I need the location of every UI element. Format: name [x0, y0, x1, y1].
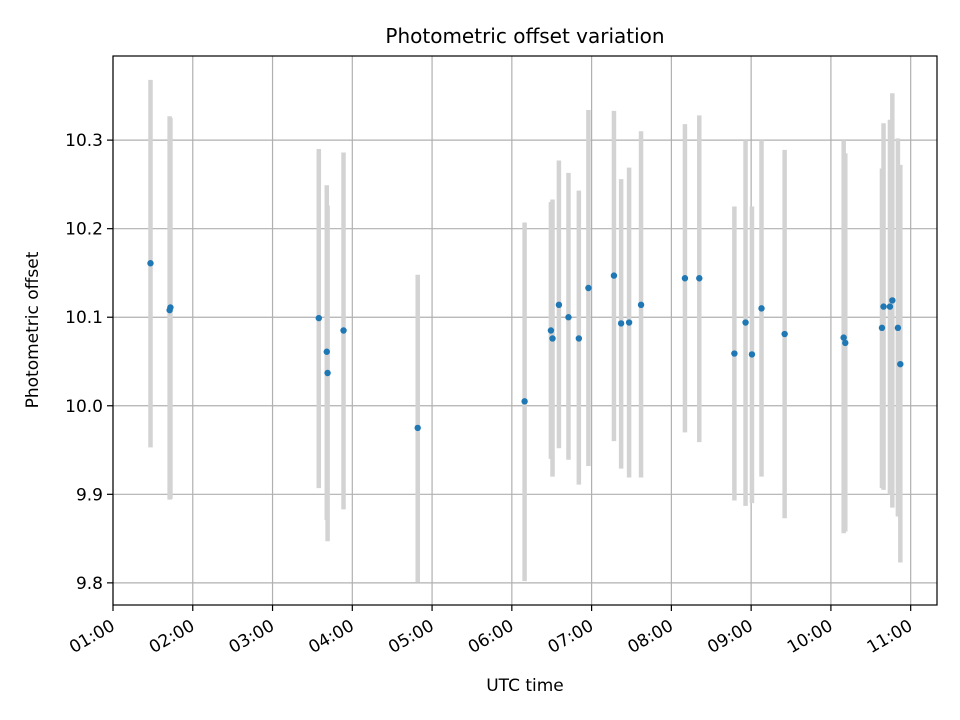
chart-title: Photometric offset variation: [385, 24, 664, 48]
y-axis-label: Photometric offset: [23, 251, 43, 408]
data-point: [731, 350, 738, 357]
plot-frame: [112, 55, 938, 606]
data-point: [681, 275, 689, 282]
data-point: [748, 351, 756, 358]
data-point: [547, 327, 555, 334]
data-point: [894, 324, 902, 332]
data-point: [742, 319, 749, 326]
y-tick-label: 9.8: [76, 574, 103, 594]
data-point: [555, 301, 563, 309]
data-point: [315, 314, 323, 322]
data-point: [167, 304, 174, 311]
data-point: [625, 319, 633, 326]
data-point: [889, 297, 896, 304]
data-point: [617, 320, 625, 327]
data-point: [414, 424, 421, 432]
data-point: [781, 330, 788, 338]
data-point: [324, 369, 331, 377]
data-point: [549, 335, 556, 342]
x-axis-label: UTC time: [486, 676, 564, 696]
data-point: [840, 334, 847, 341]
data-point: [897, 360, 904, 368]
data-point: [886, 303, 894, 310]
data-point: [147, 260, 154, 267]
y-tick-label: 9.9: [76, 485, 103, 505]
data-point: [842, 339, 849, 347]
data-point: [575, 335, 583, 342]
data-point: [758, 305, 765, 312]
data-point: [610, 272, 618, 279]
y-tick-label: 10.0: [65, 397, 103, 417]
data-point: [880, 303, 887, 310]
data-point: [521, 398, 528, 405]
data-point: [323, 348, 330, 355]
y-tick-label: 10.3: [65, 131, 103, 151]
y-tick-label: 10.2: [65, 220, 103, 240]
y-axis: 9.8 9.9 10.0 10.1 10.2 10.3: [65, 131, 113, 594]
data-point: [878, 324, 886, 332]
data-point: [340, 327, 347, 334]
data-point: [565, 314, 572, 321]
data-points: [147, 260, 904, 432]
data-point: [696, 275, 703, 282]
data-point: [637, 301, 645, 309]
data-point: [585, 284, 592, 292]
y-tick-label: 10.1: [65, 308, 103, 328]
